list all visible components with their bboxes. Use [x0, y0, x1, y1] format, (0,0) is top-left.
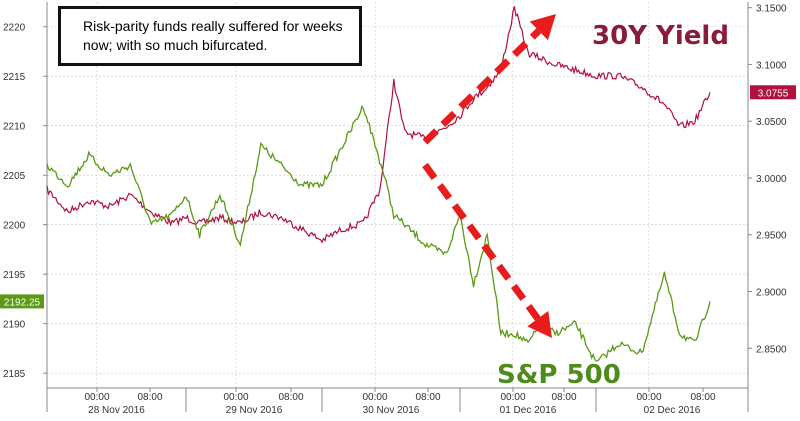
x-axis-ticks: 00:00 08:00 00:00 08:00 00:00 08:00 00:00 08:00… — [84, 388, 716, 416]
x-tick-label: 08:00 — [137, 392, 162, 403]
right-tick-label: 3.1500 — [756, 4, 787, 15]
right-tick-label: 3.0000 — [756, 174, 787, 185]
x-tick-label: 00:00 — [636, 392, 661, 403]
right-axis-ticks: 3.1500 3.1000 3.0500 3.0000 2.9500 2.9000 2.85… — [748, 4, 787, 355]
right-tick-label: 3.1000 — [756, 60, 787, 71]
x-tick-label: 08:00 — [415, 392, 440, 403]
plot-frame — [46, 2, 749, 412]
yield-last-tag-label: 3.0755 — [758, 88, 789, 99]
annotation-box: Risk-parity funds really suffered for we… — [58, 6, 362, 66]
right-tick-label: 2.8500 — [756, 344, 787, 355]
left-tick-label: 2190 — [3, 320, 26, 331]
yield-series-line — [46, 6, 711, 244]
x-date-label: 02 Dec 2016 — [644, 405, 701, 416]
spx-series-line — [46, 104, 711, 362]
down-arrow — [422, 162, 552, 338]
trend-arrows — [422, 14, 556, 338]
right-tick-label: 3.0500 — [756, 117, 787, 128]
x-tick-label: 00:00 — [362, 392, 387, 403]
left-tick-label: 2215 — [3, 72, 26, 83]
left-tick-label: 2210 — [3, 122, 26, 133]
up-arrow-shaft — [422, 28, 542, 145]
x-tick-label: 08:00 — [690, 392, 715, 403]
left-tick-label: 2200 — [3, 221, 26, 232]
x-tick-label: 00:00 — [223, 392, 248, 403]
yield-series-label: 30Y Yield — [592, 21, 729, 51]
left-axis-ticks: 2220 2215 2210 2205 2200 2195 2190 2185 — [3, 23, 47, 380]
x-date-label: 28 Nov 2016 — [88, 405, 145, 416]
annotation-text: Risk-parity funds really suffered for we… — [83, 18, 343, 53]
down-arrow-shaft — [422, 162, 541, 321]
left-tick-label: 2205 — [3, 171, 26, 182]
up-arrow — [422, 14, 556, 145]
spx-last-tag-bg — [0, 294, 44, 309]
spx-series-label: S&P 500 — [497, 360, 621, 390]
grid-lines — [47, 2, 748, 388]
yield-last-tag-bg — [750, 85, 796, 100]
x-tick-label: 00:00 — [500, 392, 525, 403]
x-date-label: 29 Nov 2016 — [226, 405, 283, 416]
left-tick-label: 2185 — [3, 369, 26, 380]
left-tick-label: 2195 — [3, 270, 26, 281]
x-date-label: 30 Nov 2016 — [363, 405, 420, 416]
series-lines — [46, 6, 711, 362]
right-tick-label: 2.9500 — [756, 231, 787, 242]
x-date-label: 01 Dec 2016 — [500, 405, 557, 416]
x-tick-label: 00:00 — [84, 392, 109, 403]
spx-last-tag-label: 2192.25 — [4, 297, 41, 308]
left-tick-label: 2220 — [3, 23, 26, 34]
down-arrow-head — [527, 310, 552, 338]
x-tick-label: 08:00 — [278, 392, 303, 403]
right-tick-label: 2.9000 — [756, 288, 787, 299]
last-value-tags: 2192.25 3.0755 — [0, 85, 796, 309]
x-tick-label: 08:00 — [551, 392, 576, 403]
up-arrow-head — [529, 14, 556, 41]
